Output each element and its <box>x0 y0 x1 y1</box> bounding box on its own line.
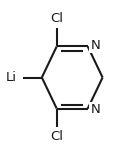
Text: Cl: Cl <box>50 12 63 25</box>
Text: N: N <box>90 39 100 52</box>
Text: Li: Li <box>5 71 16 84</box>
Text: N: N <box>90 103 100 116</box>
Text: Cl: Cl <box>50 130 63 143</box>
